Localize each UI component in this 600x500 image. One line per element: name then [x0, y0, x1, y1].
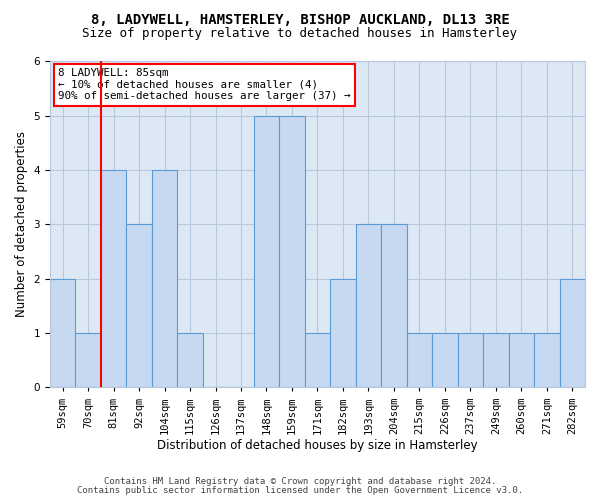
- Bar: [76, 333, 101, 388]
- Bar: [483, 333, 509, 388]
- Bar: [330, 279, 356, 388]
- Text: Contains public sector information licensed under the Open Government Licence v3: Contains public sector information licen…: [77, 486, 523, 495]
- Bar: [178, 333, 203, 388]
- Bar: [254, 116, 279, 388]
- Text: Size of property relative to detached houses in Hamsterley: Size of property relative to detached ho…: [83, 28, 517, 40]
- Bar: [381, 224, 407, 388]
- Bar: [407, 333, 432, 388]
- Bar: [50, 279, 76, 388]
- Bar: [432, 333, 458, 388]
- Bar: [534, 333, 560, 388]
- Bar: [127, 224, 152, 388]
- Bar: [509, 333, 534, 388]
- Text: 8 LADYWELL: 85sqm
← 10% of detached houses are smaller (4)
90% of semi-detached : 8 LADYWELL: 85sqm ← 10% of detached hous…: [58, 68, 350, 101]
- Bar: [458, 333, 483, 388]
- Bar: [279, 116, 305, 388]
- Bar: [101, 170, 127, 388]
- Text: 8, LADYWELL, HAMSTERLEY, BISHOP AUCKLAND, DL13 3RE: 8, LADYWELL, HAMSTERLEY, BISHOP AUCKLAND…: [91, 12, 509, 26]
- Text: Contains HM Land Registry data © Crown copyright and database right 2024.: Contains HM Land Registry data © Crown c…: [104, 477, 496, 486]
- Y-axis label: Number of detached properties: Number of detached properties: [15, 132, 28, 318]
- Bar: [560, 279, 585, 388]
- X-axis label: Distribution of detached houses by size in Hamsterley: Distribution of detached houses by size …: [157, 440, 478, 452]
- Bar: [305, 333, 330, 388]
- Bar: [356, 224, 381, 388]
- Bar: [152, 170, 178, 388]
